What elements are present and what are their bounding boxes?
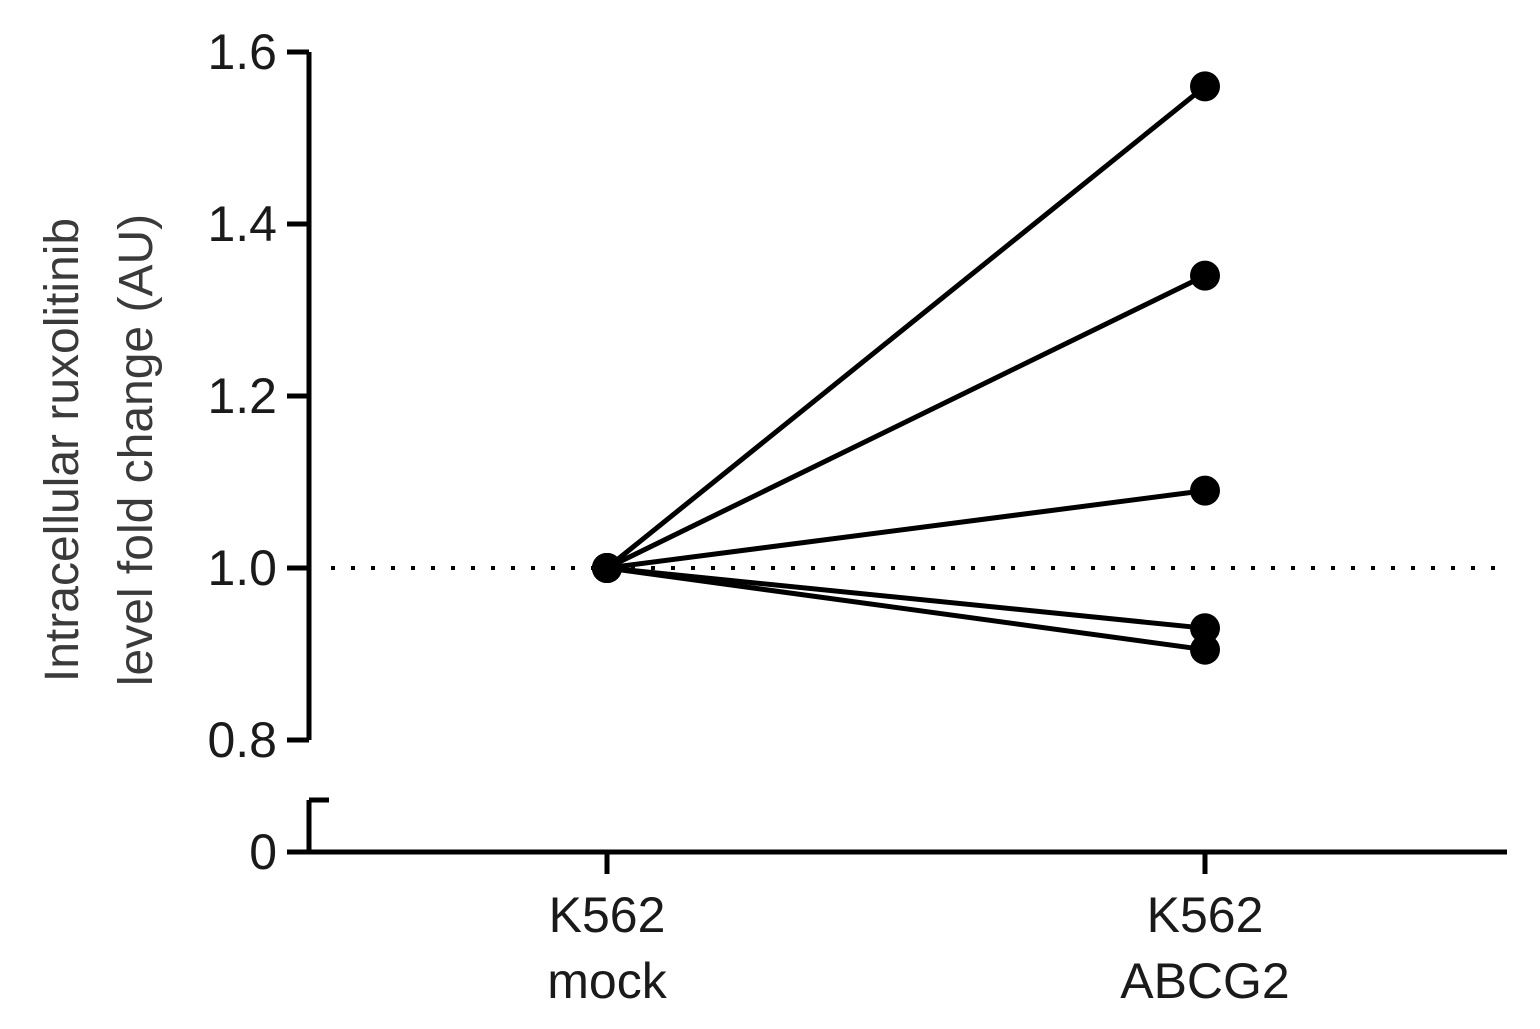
- y-tick-label-0.8: 0.8: [207, 712, 277, 768]
- series-3-line: [606, 565, 1206, 631]
- series-4-point-0: [592, 553, 622, 583]
- series-2-line: [606, 488, 1206, 571]
- series-group: [592, 71, 1220, 665]
- series-4-point-1: [1190, 634, 1220, 665]
- series-2-point-1: [1190, 475, 1220, 506]
- series-1-point-1: [1190, 260, 1220, 291]
- y-tick-label-1.2: 1.2: [207, 368, 277, 424]
- x-category-label-abcg2-line2: ABCG2: [1120, 953, 1290, 1009]
- y-axis-title-line1: Intracellular ruxolitinib: [36, 218, 89, 682]
- series-0-line: [605, 84, 1207, 570]
- y-tick-label-1.0: 1.0: [207, 540, 277, 596]
- series-4-line: [606, 565, 1206, 653]
- x-category-label-mock-line2: mock: [547, 953, 667, 1009]
- y-tick-label-1.6: 1.6: [207, 24, 277, 80]
- y-axis-title-line2: level fold change (AU): [110, 214, 163, 686]
- x-category-labels: K562 mock K562 ABCG2: [547, 887, 1289, 1009]
- x-category-label-abcg2-line1: K562: [1147, 887, 1264, 943]
- axes: [287, 49, 1507, 874]
- series-1-line: [605, 273, 1207, 571]
- y-tick-label-1.4: 1.4: [207, 196, 277, 252]
- series-3-point-1: [1190, 613, 1220, 644]
- y-tick-label-0: 0: [249, 824, 277, 880]
- x-category-label-mock-line1: K562: [549, 887, 666, 943]
- series-0-point-1: [1190, 71, 1220, 102]
- y-tick-labels: 0.8 1.0 1.2 1.4 1.6 0: [207, 24, 277, 880]
